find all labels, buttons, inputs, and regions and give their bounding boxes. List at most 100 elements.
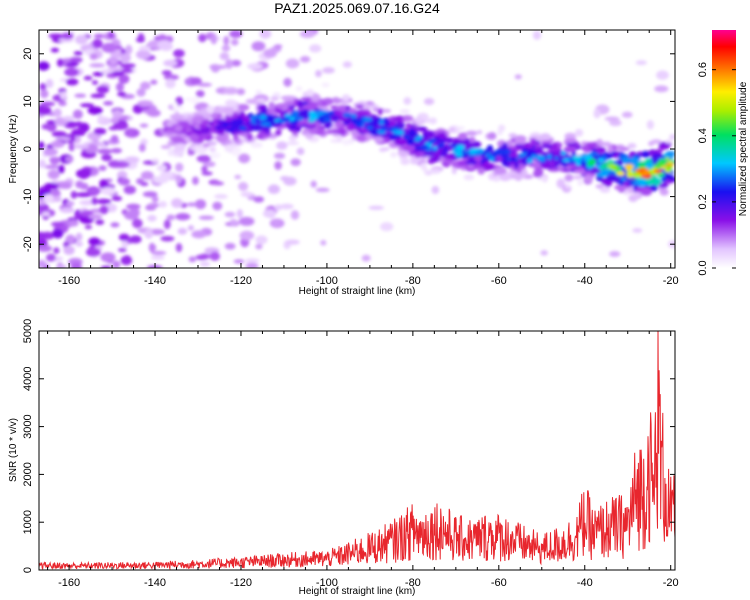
- heat-cell: [295, 86, 303, 92]
- heat-cell: [494, 166, 507, 175]
- heat-cell: [202, 161, 216, 168]
- x-tick-label: -60: [491, 577, 507, 589]
- heat-cell: [246, 133, 254, 141]
- heat-cell: [161, 70, 172, 76]
- heat-cell: [342, 94, 351, 102]
- heat-cell: [355, 104, 364, 109]
- heat-cell: [212, 201, 223, 211]
- heat-cell: [270, 96, 280, 101]
- heat-hotspot: [379, 126, 388, 131]
- heat-cell: [627, 143, 637, 149]
- heat-cell: [216, 131, 226, 135]
- heat-cell: [189, 96, 200, 104]
- heat-cell: [599, 186, 611, 193]
- heat-cell: [43, 148, 58, 156]
- heat-cell: [455, 126, 465, 131]
- heat-cell: [275, 129, 282, 136]
- heat-cell: [213, 107, 226, 114]
- heat-cell: [39, 83, 47, 91]
- snr-series-line: [39, 331, 675, 570]
- heat-cell: [84, 224, 93, 230]
- heat-cell: [342, 139, 351, 146]
- heat-cell: [190, 138, 199, 143]
- heat-cell: [250, 141, 263, 149]
- heat-cell: [239, 230, 255, 241]
- heat-hotspot: [351, 113, 357, 119]
- heat-cell: [39, 259, 47, 268]
- heat-cell: [199, 108, 208, 116]
- heat-cell: [158, 201, 168, 208]
- heat-cell: [99, 179, 109, 188]
- heat-cell: [147, 215, 157, 222]
- heat-cell: [253, 196, 265, 203]
- heat-cell: [86, 188, 102, 194]
- heat-cell: [39, 89, 49, 99]
- heat-cell: [43, 194, 55, 204]
- heat-cell: [74, 93, 87, 98]
- heat-cell: [381, 108, 392, 113]
- heat-cell: [564, 174, 574, 182]
- heat-cell: [88, 214, 103, 220]
- heat-cell: [89, 63, 105, 68]
- heat-cell: [167, 148, 174, 157]
- heat-cell: [440, 150, 448, 157]
- heat-cell: [110, 135, 119, 144]
- heat-cell: [150, 79, 158, 85]
- heat-cell: [305, 133, 314, 140]
- heat-cell: [340, 105, 347, 113]
- heat-hotspot: [355, 122, 363, 128]
- heat-cell: [317, 127, 325, 136]
- heat-cell: [621, 157, 631, 162]
- heat-cell: [230, 59, 242, 67]
- heat-cell: [194, 146, 208, 154]
- heat-cell: [447, 146, 454, 152]
- heat-cell: [87, 106, 103, 115]
- heat-cell: [356, 134, 367, 142]
- heat-cell: [583, 174, 594, 183]
- heat-cell: [120, 115, 129, 121]
- heat-hotspot: [634, 169, 644, 173]
- heat-cell: [47, 169, 60, 180]
- heat-cell: [50, 221, 65, 227]
- heat-cell: [614, 184, 627, 191]
- heat-cell: [635, 60, 648, 66]
- heat-hotspot: [586, 156, 592, 161]
- heat-hotspot: [252, 115, 262, 119]
- heat-cell: [540, 133, 551, 141]
- heat-cell: [393, 138, 407, 146]
- heat-cell: [41, 211, 51, 217]
- snr-frame: [38, 330, 676, 571]
- heat-cell: [238, 216, 255, 226]
- heat-cell: [125, 44, 133, 55]
- heat-cell: [467, 164, 475, 170]
- heat-cell: [126, 127, 134, 138]
- heat-cell: [129, 235, 142, 244]
- heat-cell: [97, 114, 104, 122]
- heat-hotspot: [362, 116, 373, 123]
- heat-cell: [669, 133, 675, 141]
- heat-hotspot: [280, 117, 291, 123]
- heat-cell: [604, 116, 620, 122]
- heat-cell: [607, 145, 614, 154]
- heat-cell: [166, 214, 176, 221]
- heat-cell: [415, 126, 428, 132]
- heat-cell: [499, 173, 512, 182]
- colorbar-label: Normalized spectral amplitude: [738, 81, 749, 216]
- x-tick-label: -20: [663, 577, 679, 589]
- heat-cell: [96, 198, 112, 205]
- heat-cell: [658, 182, 669, 189]
- heat-cell: [72, 109, 83, 120]
- heat-hotspot: [456, 144, 465, 151]
- heat-hotspot: [580, 157, 587, 162]
- heat-hotspot: [231, 118, 240, 123]
- x-tick-label: -140: [144, 577, 166, 589]
- heat-cell: [585, 142, 599, 148]
- x-tick-label: -60: [491, 275, 507, 287]
- heat-cell: [262, 209, 277, 218]
- heat-hotspot: [610, 167, 618, 171]
- heat-cell: [110, 117, 119, 124]
- heat-cell: [174, 143, 187, 150]
- heat-cell: [93, 127, 107, 135]
- heat-cell: [91, 197, 98, 205]
- heat-hotspot: [258, 114, 269, 121]
